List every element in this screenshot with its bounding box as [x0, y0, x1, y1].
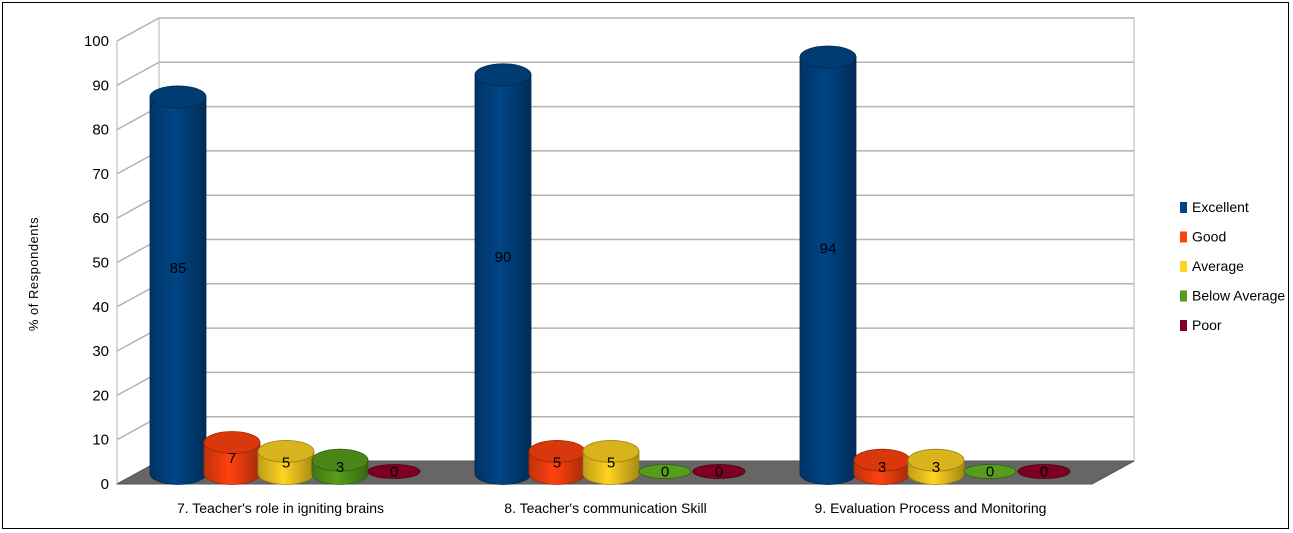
bar-top: [582, 439, 640, 463]
legend-label: Good: [1192, 229, 1226, 245]
bar-average: 5: [582, 439, 640, 485]
y-tick-label: 80: [92, 122, 109, 139]
bar-poor: 0: [1017, 464, 1071, 481]
legend-label: Excellent: [1192, 199, 1249, 215]
gridline-side: [116, 61, 160, 86]
bar-average: 3: [907, 448, 965, 485]
legend-swatch: [1180, 261, 1187, 272]
bar-excellent: 90: [474, 63, 532, 485]
y-tick-label: 0: [101, 476, 109, 493]
legend-swatch: [1180, 202, 1187, 213]
bar-body: [474, 74, 532, 485]
bar-below-average: 3: [311, 448, 369, 485]
data-label: 3: [336, 459, 344, 476]
bars: 85 7 5 3 0 90 5 5 0 0 94 3 3 0 0: [149, 45, 1071, 485]
legend-label: Poor: [1192, 317, 1222, 333]
bar-good: 3: [853, 448, 911, 485]
category-labels: 7. Teacher's role in igniting brains 8. T…: [177, 500, 1047, 516]
bar-top: [907, 448, 965, 472]
bar-good: 7: [203, 431, 261, 485]
bar-top: [474, 63, 532, 87]
bar-poor: 0: [367, 464, 421, 481]
bar-below-average: 0: [963, 464, 1017, 481]
bar-average: 5: [257, 439, 315, 485]
data-label: 5: [282, 454, 290, 471]
bar-body: [799, 56, 857, 485]
gridline-side: [116, 17, 160, 42]
gridlines: [116, 17, 1134, 441]
y-tick-label: 60: [92, 210, 109, 227]
bar-top: [799, 45, 857, 69]
bar-top: [638, 464, 692, 479]
y-tick-label: 90: [92, 77, 109, 94]
y-tick-label: 20: [92, 387, 109, 404]
y-tick-label: 40: [92, 299, 109, 316]
bar-body: [149, 96, 207, 485]
bar-poor: 0: [692, 464, 746, 481]
x-category-label: 8. Teacher's communication Skill: [504, 500, 706, 516]
legend-swatch: [1180, 320, 1187, 331]
chart-walls: [116, 17, 1135, 485]
data-label: 0: [390, 464, 398, 481]
data-label: 7: [228, 450, 236, 467]
legend-label: Average: [1192, 258, 1244, 274]
y-tick-label: 10: [92, 432, 109, 449]
data-label: 5: [607, 454, 615, 471]
bar-excellent: 94: [799, 45, 857, 485]
bar-top: [963, 464, 1017, 479]
data-label: 90: [495, 249, 512, 266]
x-category-label: 7. Teacher's role in igniting brains: [177, 500, 384, 516]
y-axis-ticks: 0 10 20 30 40 50 60 70 80 90 100: [84, 33, 109, 493]
bar-top: [1017, 464, 1071, 479]
bar-top: [311, 448, 369, 472]
bar-below-average: 0: [638, 464, 692, 481]
data-label: 0: [661, 464, 669, 481]
bar-top: [367, 464, 421, 479]
data-label: 5: [553, 454, 561, 471]
bar-excellent: 85: [149, 85, 207, 485]
data-label: 0: [715, 464, 723, 481]
y-tick-label: 100: [84, 33, 109, 50]
bar-top: [149, 85, 207, 109]
y-axis-label: % of Respondents: [26, 217, 41, 331]
data-label: 85: [170, 260, 187, 277]
bar-top: [257, 439, 315, 463]
data-label: 0: [986, 464, 994, 481]
y-tick-label: 30: [92, 343, 109, 360]
y-tick-label: 50: [92, 255, 109, 272]
legend-swatch: [1180, 231, 1187, 243]
data-label: 0: [1040, 464, 1048, 481]
bar-top: [203, 431, 261, 454]
bar-good: 5: [528, 439, 586, 485]
data-label: 94: [820, 240, 837, 257]
x-category-label: 9. Evaluation Process and Monitoring: [815, 500, 1047, 516]
bar-top: [692, 464, 746, 479]
data-label: 3: [932, 459, 940, 476]
y-tick-label: 70: [92, 166, 109, 183]
legend: Excellent Good Average Below Average Poor: [1180, 199, 1285, 333]
data-label: 3: [878, 459, 886, 476]
legend-label: Below Average: [1192, 288, 1285, 304]
legend-swatch: [1180, 290, 1187, 302]
